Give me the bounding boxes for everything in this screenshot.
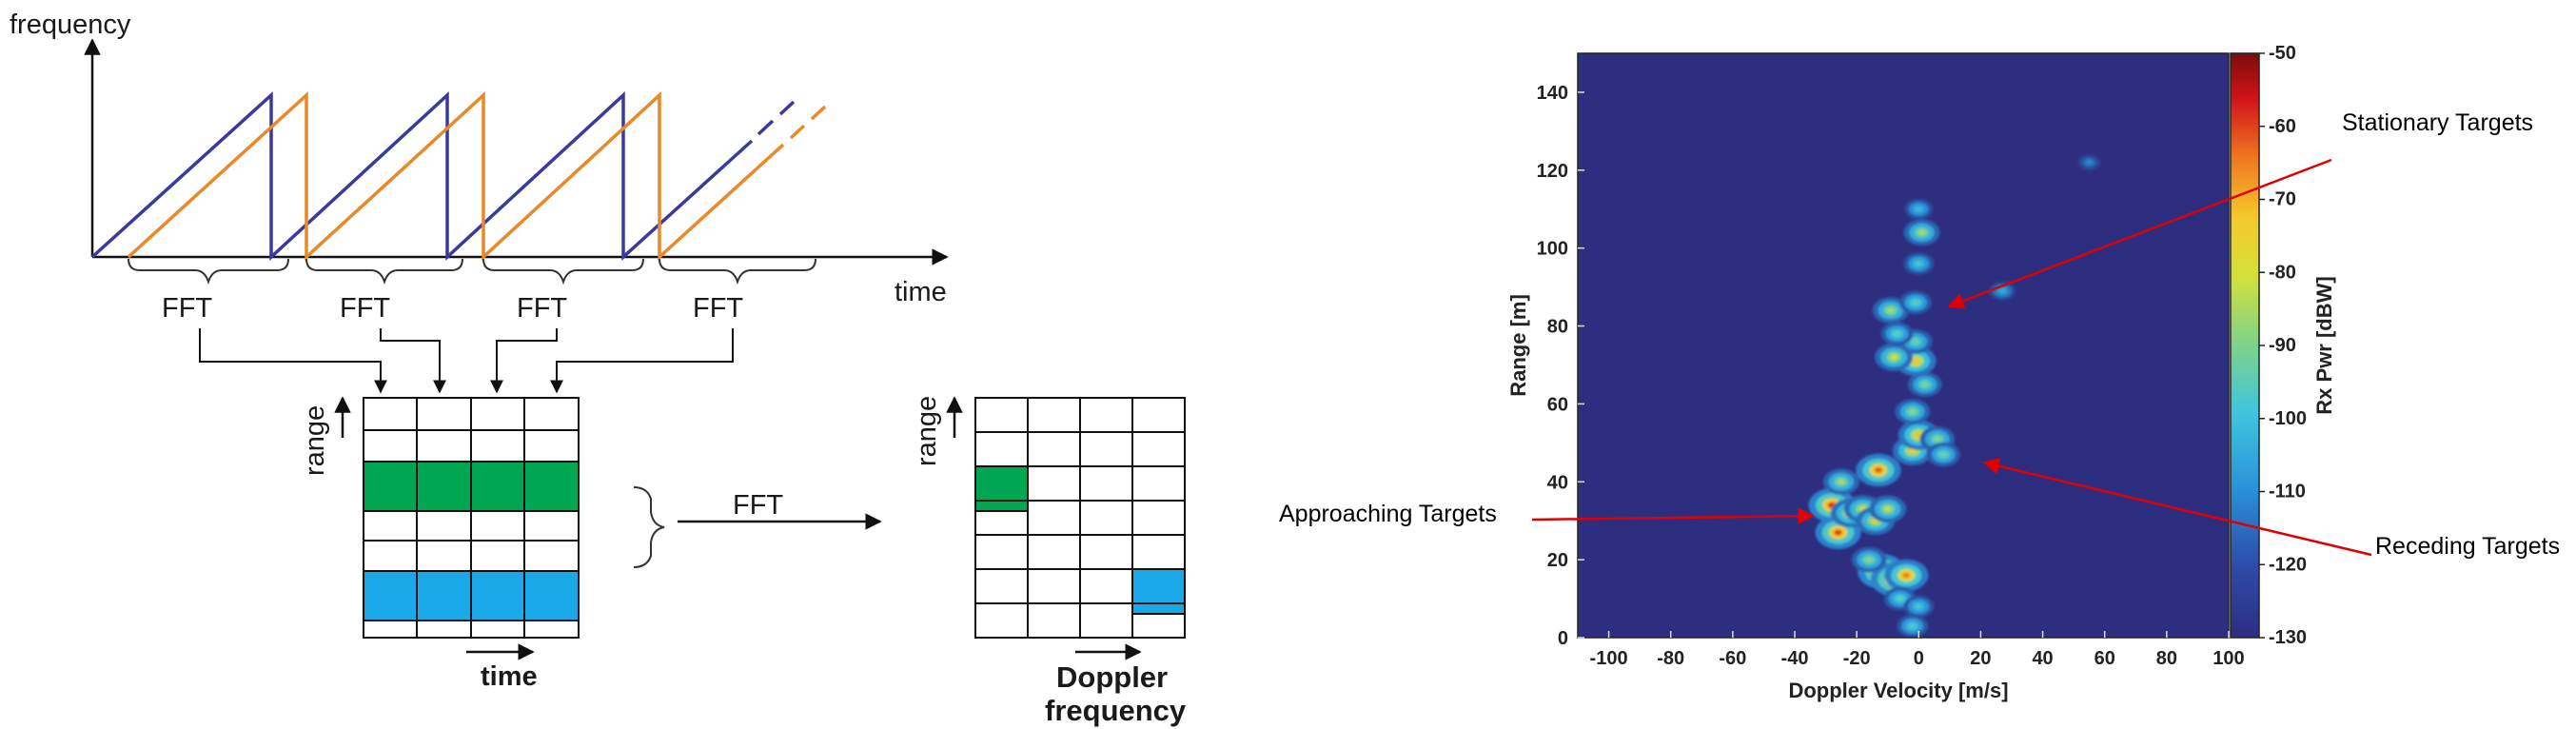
colorbar-tick-label: -110 [2269, 482, 2306, 502]
heatmap-return-31 [2087, 161, 2092, 165]
y-tick-label: 20 [1547, 550, 1568, 571]
range-time-grid [363, 397, 580, 639]
fft-braces [128, 258, 816, 286]
colorbar-tick-label: -120 [2269, 554, 2307, 575]
heatmap-return-10 [1902, 572, 1911, 579]
y-tick-label: 40 [1547, 472, 1568, 493]
approaching-targets-label: Approaching Targets [1279, 501, 1497, 527]
range-doppler-map: -100 -80 -60 -40 -20 0 20 40 60 80 100 0 20 40 60 80 10… [1506, 43, 2372, 702]
fft-label-1: FFT [162, 293, 212, 324]
transmitted-chirps [90, 91, 796, 261]
plot-frame [1577, 52, 2230, 639]
heatmap-return-25 [1894, 331, 1900, 336]
heatmap-return-27 [1918, 229, 1925, 235]
heatmap-return-11 [1865, 557, 1873, 562]
heatmap-return-1 [1834, 529, 1842, 536]
heatmap-return-18 [1940, 452, 1947, 457]
heatmap-return-12 [1897, 596, 1903, 601]
x-tick-label: -60 [1719, 648, 1746, 669]
x-tick-label: -40 [1781, 648, 1809, 669]
colorbar-label: Rx Pwr [dBW] [2312, 276, 2336, 414]
x-axis-label: Doppler Velocity [m/s] [1788, 679, 2008, 702]
approaching-arrow [1531, 507, 1815, 524]
colorbar [2230, 52, 2260, 639]
x-tick-label: 60 [2094, 648, 2115, 669]
heatmap-returns [1808, 153, 2101, 638]
heatmap-return-22 [1912, 339, 1919, 345]
doppler-label: Doppler [1056, 660, 1168, 694]
heatmap-return-5 [1884, 506, 1892, 512]
x-ticks: -100 -80 -60 -40 -20 0 20 40 60 80 100 [1590, 631, 2245, 669]
x-tick-label: -80 [1657, 648, 1684, 669]
fft-between-label: FFT [733, 490, 783, 521]
y-tick-label: 140 [1537, 83, 1568, 104]
rows-brace [633, 486, 665, 568]
heatmap-return-30 [1999, 288, 2005, 293]
annotation-arrows [1531, 158, 2372, 557]
heatmap-return-14 [1916, 604, 1922, 609]
stationary-targets-label: Stationary Targets [2342, 109, 2534, 136]
frequency-axis-label: frequency [10, 10, 131, 40]
fft-label-2: FFT [340, 293, 390, 324]
x-tick-label: 80 [2156, 648, 2177, 669]
heatmap-return-21 [1912, 358, 1919, 364]
heatmap-return-7 [1874, 466, 1883, 474]
received-chirps [127, 91, 827, 261]
colorbar-ticks: -50 -60 -70 -80 -90 -100 -110 -120 -130 [2259, 43, 2307, 648]
y-axis-label: Range [m] [1506, 294, 1530, 397]
colorbar-tick-label: -70 [2269, 189, 2296, 210]
heatmap-return-26 [1912, 300, 1919, 305]
heatmap-return-6 [1838, 479, 1845, 484]
fft-connectors [199, 328, 734, 394]
heatmap-return-24 [1887, 307, 1895, 313]
y-tick-label: 120 [1537, 161, 1568, 182]
time-axis-label: time [895, 277, 947, 307]
y-tick-label: 80 [1547, 317, 1568, 338]
y-tick-label: 0 [1558, 628, 1568, 649]
colorbar-tick-label: -130 [2269, 627, 2307, 648]
stationary-arrow [1947, 158, 2332, 309]
range-doppler-grid [974, 397, 1186, 639]
x-tick-label: 0 [1914, 648, 1924, 669]
heatmap-return-29 [1916, 261, 1922, 266]
receding-arrow [1982, 458, 2372, 557]
heatmap-return-13 [1909, 623, 1916, 628]
range-label-2: range [912, 396, 942, 466]
x-tick-label: -20 [1843, 648, 1871, 669]
grid-time-label: time [481, 661, 538, 692]
x-tick-label: -100 [1590, 648, 1628, 669]
fft-label-3: FFT [517, 293, 567, 324]
heatmap-return-23 [1890, 354, 1898, 360]
x-tick-label: 40 [2032, 648, 2053, 669]
colorbar-tick-label: -60 [2269, 116, 2296, 137]
y-tick-label: 100 [1537, 239, 1568, 260]
doppler-frequency-label: frequency [1045, 694, 1187, 727]
y-tick-label: 60 [1547, 394, 1568, 415]
colorbar-tick-label: -80 [2269, 262, 2296, 283]
range-label: range [300, 405, 330, 476]
fft-label-4: FFT [693, 293, 743, 324]
x-tick-label: 20 [1970, 648, 1991, 669]
chirp-diagram: frequency time FFT FFT FFT FFT [10, 10, 1187, 727]
y-ticks: 0 20 40 60 80 100 120 140 [1537, 83, 1584, 649]
x-tick-label: 100 [2212, 648, 2244, 669]
heatmap-return-20 [1921, 382, 1929, 387]
colorbar-tick-label: -90 [2269, 335, 2296, 356]
heatmap-return-17 [1934, 436, 1941, 442]
heatmap-return-28 [1916, 207, 1921, 211]
heatmap-return-19 [1909, 409, 1917, 414]
receding-targets-label: Receding Targets [2375, 533, 2561, 560]
colorbar-tick-label: -100 [2269, 408, 2307, 429]
colorbar-tick-label: -50 [2269, 43, 2296, 64]
